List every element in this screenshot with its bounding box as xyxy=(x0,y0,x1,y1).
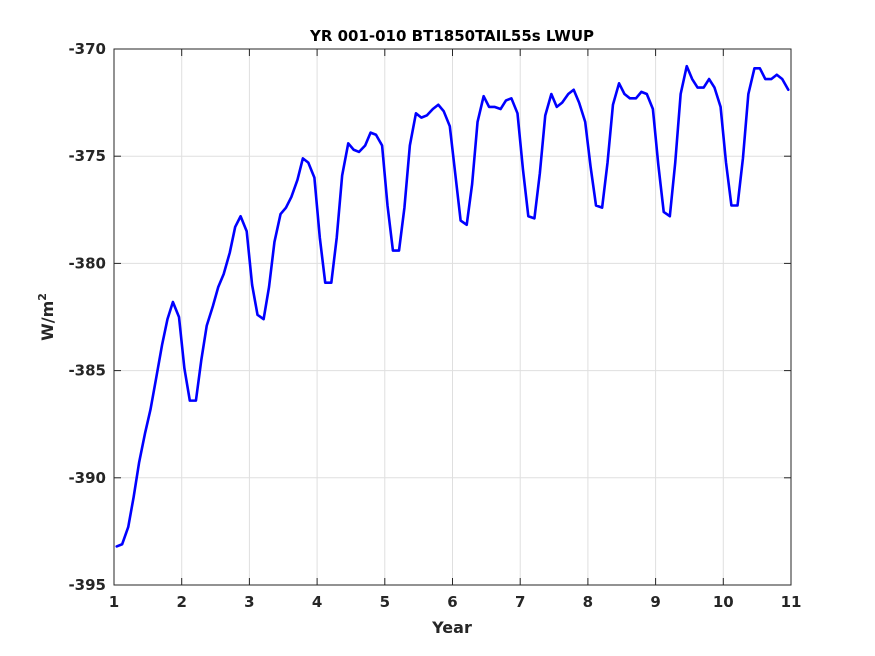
y-tick-label: -395 xyxy=(68,576,106,594)
x-tick-label: 8 xyxy=(583,593,593,611)
y-tick-label: -385 xyxy=(68,362,106,380)
x-tick-label: 1 xyxy=(109,593,119,611)
y-axis-label-unit: W/m xyxy=(38,301,57,341)
y-axis-label: W/m2 xyxy=(36,293,57,341)
chart-title: YR 001-010 BT1850TAIL55s LWUP xyxy=(309,27,594,45)
y-tick-label: -370 xyxy=(68,40,106,58)
x-tick-label: 6 xyxy=(447,593,457,611)
x-tick-label: 2 xyxy=(176,593,186,611)
x-tick-label: 5 xyxy=(380,593,390,611)
y-axis-label-superscript: 2 xyxy=(36,293,49,301)
y-tick-label: -380 xyxy=(68,254,106,272)
y-tick-labels: -370 -375 -380 -385 -390 -395 xyxy=(68,40,106,594)
x-tick-labels: 1 2 3 4 5 6 7 8 9 10 11 xyxy=(109,593,802,611)
x-tick-label: 4 xyxy=(312,593,322,611)
x-tick-label: 10 xyxy=(713,593,734,611)
x-tick-label: 3 xyxy=(244,593,254,611)
x-axis-label: Year xyxy=(431,618,472,637)
axis-ticks xyxy=(113,48,792,586)
y-tick-label: -375 xyxy=(68,147,106,165)
series-line xyxy=(115,64,790,548)
data-series xyxy=(115,64,790,548)
y-tick-label: -390 xyxy=(68,469,106,487)
x-tick-label: 9 xyxy=(650,593,660,611)
x-tick-label: 11 xyxy=(781,593,802,611)
x-tick-label: 7 xyxy=(515,593,525,611)
